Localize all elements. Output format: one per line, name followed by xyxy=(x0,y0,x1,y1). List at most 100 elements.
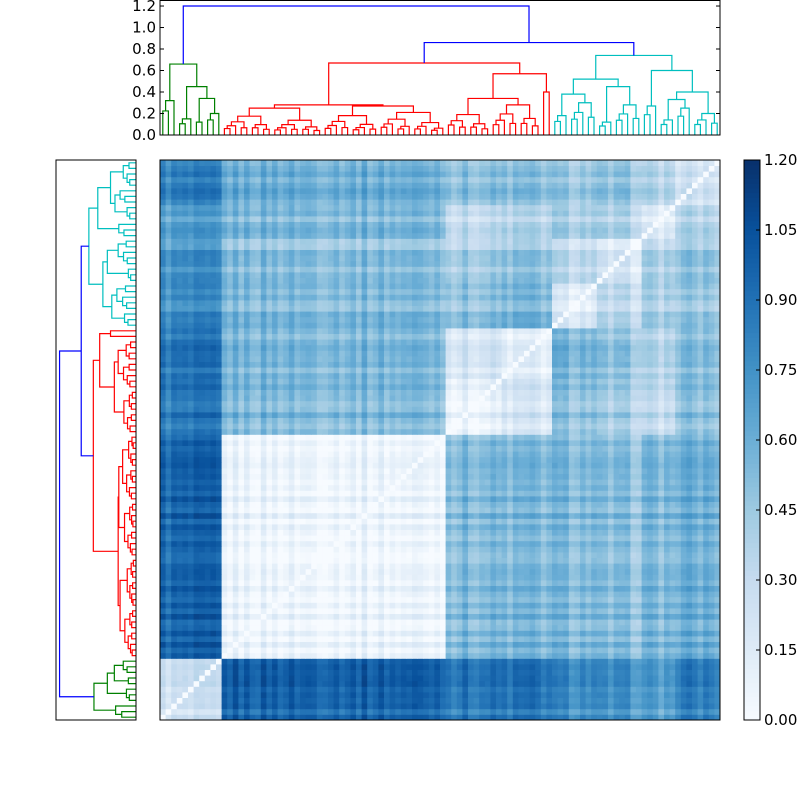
heatmap-cell xyxy=(714,512,721,519)
heatmap-cell xyxy=(255,484,262,491)
heatmap-cell xyxy=(322,546,329,553)
heatmap-cell xyxy=(367,686,374,693)
heatmap-cell xyxy=(456,462,463,469)
heatmap-cell xyxy=(680,686,687,693)
heatmap-cell xyxy=(277,490,284,497)
heatmap-cell xyxy=(176,641,183,648)
heatmap-cell xyxy=(568,456,575,463)
heatmap-cell xyxy=(641,686,648,693)
heatmap-cell xyxy=(300,490,306,497)
heatmap-cell xyxy=(507,574,514,581)
heatmap-cell xyxy=(378,580,385,586)
heatmap-cell xyxy=(624,574,631,581)
heatmap-cell xyxy=(518,703,525,710)
heatmap-cell xyxy=(344,479,351,486)
heatmap-cell xyxy=(204,518,211,525)
heatmap-cell xyxy=(361,602,368,609)
heatmap-cell xyxy=(204,624,211,631)
heatmap-cell xyxy=(703,596,710,603)
heatmap-cell xyxy=(703,468,710,474)
heatmap-cell xyxy=(675,574,682,581)
heatmap-cell xyxy=(540,468,547,474)
heatmap-cell xyxy=(165,697,172,704)
heatmap-cell xyxy=(535,479,542,486)
heatmap-cell xyxy=(328,636,334,642)
heatmap-cell xyxy=(412,546,418,553)
heatmap-cell xyxy=(389,686,396,693)
heatmap-cell xyxy=(546,669,553,676)
heatmap-cell xyxy=(714,624,721,631)
heatmap-cell xyxy=(423,462,430,469)
heatmap-cell xyxy=(714,692,721,698)
heatmap-cell xyxy=(574,496,581,502)
heatmap-cell xyxy=(238,703,245,710)
heatmap-cell xyxy=(384,524,390,530)
heatmap-cell xyxy=(697,568,704,575)
heatmap-cell xyxy=(356,652,362,659)
heatmap-cell xyxy=(244,714,250,721)
heatmap-cell xyxy=(193,608,200,614)
heatmap-cell xyxy=(714,490,721,497)
heatmap-cell xyxy=(524,552,530,558)
heatmap-cell xyxy=(367,557,374,564)
heatmap-cell xyxy=(417,708,424,715)
heatmap-cell xyxy=(328,664,334,670)
heatmap-cell xyxy=(193,636,200,642)
heatmap-cell xyxy=(417,675,424,682)
heatmap-cell xyxy=(496,557,502,564)
heatmap-cell xyxy=(283,692,290,698)
heatmap-cell xyxy=(378,636,385,642)
heatmap-cell xyxy=(165,585,172,592)
heatmap-cell xyxy=(686,636,693,642)
heatmap-cell xyxy=(171,529,178,536)
heatmap-cell xyxy=(255,568,262,575)
heatmap-cell xyxy=(322,602,329,609)
heatmap-cell xyxy=(535,647,542,654)
heatmap-cell xyxy=(322,636,329,642)
heatmap-cell xyxy=(591,647,598,654)
heatmap-cell xyxy=(568,652,575,659)
heatmap-cell xyxy=(462,641,469,648)
heatmap-cell xyxy=(406,636,413,642)
heatmap-cell xyxy=(412,552,418,558)
heatmap-cell xyxy=(378,557,385,564)
heatmap-cell xyxy=(535,658,542,665)
heatmap-cell xyxy=(165,686,172,693)
heatmap-cell xyxy=(328,540,334,547)
heatmap-cell xyxy=(507,512,514,519)
heatmap-cell xyxy=(193,490,200,497)
heatmap-cell xyxy=(479,552,486,558)
heatmap-cell xyxy=(602,641,609,648)
heatmap-cell xyxy=(193,479,200,486)
heatmap-cell xyxy=(255,501,262,508)
heatmap-cell xyxy=(367,708,374,715)
heatmap-cell xyxy=(188,708,194,715)
dendrogram-link xyxy=(182,5,530,65)
heatmap-cell xyxy=(624,680,631,687)
heatmap-cell xyxy=(277,613,284,620)
heatmap-cell xyxy=(412,703,418,710)
heatmap-cell xyxy=(479,484,486,491)
heatmap-cell xyxy=(490,563,497,570)
heatmap-cell xyxy=(552,462,558,469)
heatmap-cell xyxy=(440,496,446,502)
heatmap-cell xyxy=(384,473,390,480)
heatmap-cell xyxy=(669,529,676,536)
heatmap-cell xyxy=(378,535,385,542)
heatmap-cell xyxy=(540,602,547,609)
heatmap-cell xyxy=(188,585,194,592)
heatmap-cell xyxy=(613,563,620,570)
heatmap-cell xyxy=(557,580,564,586)
heatmap-cell xyxy=(507,540,514,547)
heatmap-cell xyxy=(490,596,497,603)
heatmap-cell xyxy=(529,613,536,620)
heatmap-cell xyxy=(210,613,217,620)
heatmap-cell xyxy=(636,552,642,558)
heatmap-cell xyxy=(602,703,609,710)
heatmap-cell xyxy=(692,468,698,474)
heatmap-cell xyxy=(524,512,530,519)
heatmap-cell xyxy=(535,462,542,469)
heatmap-cell xyxy=(602,602,609,609)
heatmap-cell xyxy=(664,608,670,614)
heatmap-cell xyxy=(675,540,682,547)
